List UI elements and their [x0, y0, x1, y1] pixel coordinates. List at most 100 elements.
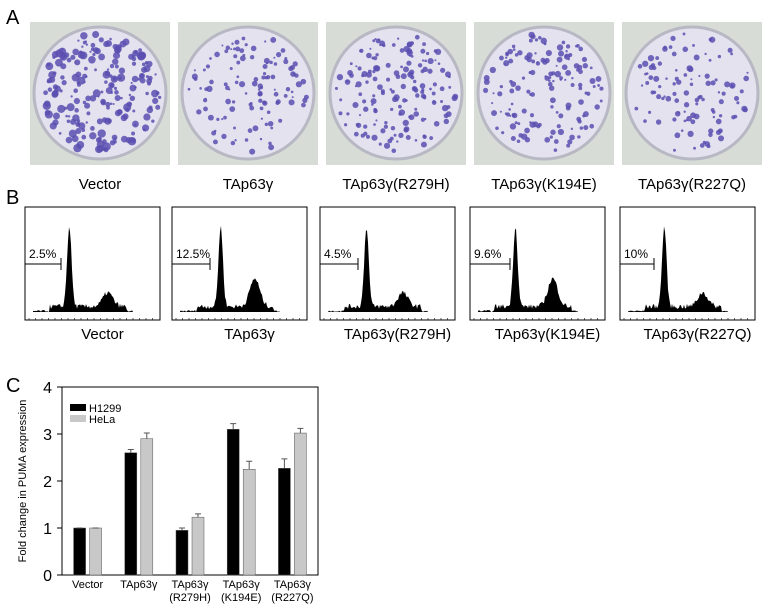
colony: [708, 37, 712, 42]
colony: [52, 84, 59, 90]
colony: [363, 106, 369, 112]
colony: [249, 55, 255, 60]
colony: [269, 60, 273, 65]
colony: [414, 107, 418, 111]
histogram: [478, 228, 588, 312]
colony: [643, 119, 647, 123]
colony: [530, 92, 536, 97]
colony: [187, 87, 191, 91]
error-bar: [195, 513, 201, 518]
colony: [710, 80, 716, 86]
colony: [578, 46, 584, 52]
colony: [273, 88, 276, 91]
colony: [262, 64, 268, 70]
colony: [571, 76, 574, 80]
colony: [668, 45, 673, 49]
colony: [373, 123, 376, 126]
colony: [499, 110, 502, 113]
histogram-label: TAp63γ: [224, 326, 275, 343]
legend-label: HeLa: [89, 414, 116, 426]
colony: [549, 135, 553, 139]
dish: [328, 25, 464, 161]
colony: [108, 82, 115, 89]
colony: [118, 76, 122, 80]
x-tick-label-line: TAp63γ: [120, 579, 158, 591]
colony: [138, 72, 145, 79]
colony: [443, 113, 449, 119]
colony: [499, 85, 503, 89]
histogram: [628, 226, 738, 312]
colony: [683, 73, 688, 77]
x-tick-label-line: TAp63γ: [223, 579, 261, 591]
colony: [531, 59, 536, 64]
colony: [589, 78, 596, 85]
colony: [553, 148, 558, 152]
colony: [422, 134, 427, 140]
colony: [250, 45, 257, 52]
colony: [554, 70, 562, 78]
colony: [151, 119, 155, 123]
colony: [384, 120, 388, 125]
error-bar: [297, 427, 304, 434]
colony: [576, 116, 582, 122]
colony: [95, 137, 102, 143]
colony: [241, 36, 246, 41]
colony: [216, 117, 220, 122]
colony: [223, 82, 228, 87]
colony: [565, 69, 572, 76]
colony: [483, 87, 489, 93]
colony: [207, 114, 214, 121]
colony: [52, 71, 57, 76]
colony: [85, 43, 89, 46]
colony: [97, 129, 106, 138]
colony: [505, 56, 508, 59]
error-bar: [281, 458, 288, 469]
colony: [742, 107, 748, 113]
colony: [396, 140, 399, 143]
colony: [134, 50, 138, 55]
colony: [682, 46, 689, 53]
colony: [260, 117, 263, 120]
colony: [89, 50, 92, 53]
colony: [111, 134, 118, 141]
colony: [445, 71, 451, 78]
colony: [206, 85, 213, 93]
colony: [718, 99, 724, 105]
colony: [565, 102, 572, 109]
colony: [721, 91, 726, 96]
colony: [154, 73, 157, 76]
colony: [379, 43, 382, 47]
colony: [730, 84, 734, 88]
colony: [528, 38, 533, 43]
colony: [561, 64, 568, 70]
colony: [268, 141, 272, 146]
colony: [686, 65, 693, 72]
colony: [115, 44, 122, 50]
colony: [356, 122, 362, 128]
colony: [92, 31, 100, 39]
colony: [698, 94, 703, 99]
colony: [511, 113, 516, 118]
colony: [132, 109, 136, 113]
colony: [510, 102, 514, 106]
colony: [345, 79, 349, 83]
colony: [371, 56, 375, 60]
colony: [229, 106, 236, 112]
colony: [556, 56, 563, 63]
colony: [349, 62, 353, 66]
colony: [683, 119, 687, 123]
colony: [437, 62, 441, 65]
colony: [592, 84, 596, 88]
colony: [410, 54, 414, 58]
colony: [412, 79, 417, 84]
colony: [402, 66, 409, 73]
colony: [508, 108, 511, 111]
colony: [122, 38, 130, 46]
colony: [365, 71, 372, 78]
colony: [524, 127, 530, 134]
bar: [294, 432, 307, 576]
colony: [63, 106, 68, 110]
colony: [86, 111, 91, 116]
colony: [736, 101, 740, 105]
colony: [420, 89, 425, 94]
